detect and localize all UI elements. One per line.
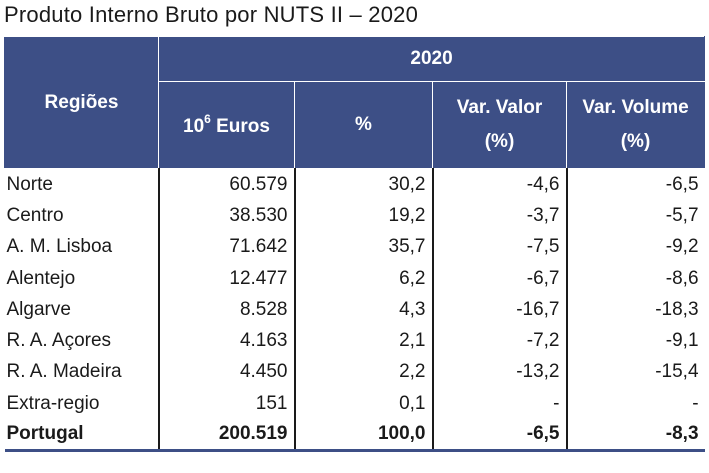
cell-region: R. A. Madeira	[4, 356, 160, 389]
cell-pct: 100,0	[294, 419, 434, 453]
gdp-table: Regiões 2020 106 Euros % Var. Valor (%) V…	[4, 36, 706, 453]
cell-euros: 4.450	[158, 356, 296, 389]
cell-var-valor: -13,2	[432, 356, 568, 389]
cell-region: Centro	[4, 200, 160, 232]
header-var-volume-unit: (%)	[620, 131, 651, 152]
cell-var-valor: -7,5	[432, 231, 568, 263]
header-var-valor-label: Var. Valor	[456, 97, 543, 118]
cell-pct: 19,2	[294, 200, 434, 232]
table-row: A. M. Lisboa 71.642 35,7 -7,5 -9,2	[4, 231, 705, 263]
cell-euros: 12.477	[158, 262, 296, 295]
total-row: Portugal 200.519 100,0 -6,5 -8,3	[4, 419, 705, 453]
cell-var-volume: -15,4	[655, 361, 699, 383]
cell-var-volume: -9,1	[665, 330, 699, 352]
cell-var-valor: -7,2	[432, 325, 568, 357]
header-var-valor: Var. Valor (%)	[432, 81, 567, 169]
cell-region: Portugal	[4, 419, 160, 453]
cell-region: A. M. Lisboa	[4, 231, 160, 263]
table-row: Algarve 8.528 4,3 -16,7 -18,3	[4, 294, 705, 326]
page-title: Produto Interno Bruto por NUTS II – 2020	[4, 2, 419, 27]
cell-region: R. A. Açores	[4, 325, 160, 357]
header-euros: 106 Euros	[158, 81, 295, 169]
cell-var-valor: -16,7	[432, 294, 568, 326]
cell-var-volume: -18,3	[655, 298, 699, 320]
cell-pct: 6,2	[294, 262, 434, 295]
unit-base: 10	[183, 116, 205, 137]
cell-euros: 38.530	[158, 200, 296, 232]
unit-word: Euros	[216, 116, 270, 137]
cell-region: Algarve	[4, 294, 160, 326]
cell-var-volume: -8,6	[665, 267, 699, 289]
table-row: Norte 60.579 30,2 -4,6 -6,5	[4, 168, 705, 201]
table-row: R. A. Madeira 4.450 2,2 -13,2 -15,4	[4, 356, 705, 389]
cell-euros: 200.519	[158, 419, 296, 453]
cell-var-valor: -6,5	[432, 419, 568, 453]
cell-euros: 151	[158, 388, 296, 420]
cell-euros: 60.579	[158, 168, 296, 201]
cell-pct: 35,7	[294, 231, 434, 263]
cell-euros: 71.642	[158, 231, 296, 263]
cell-euros: 8.528	[158, 294, 296, 326]
cell-var-valor: -	[432, 388, 568, 420]
cell-euros: 4.163	[158, 325, 296, 357]
table-row: R. A. Açores 4.163 2,1 -7,2 -9,1	[4, 325, 705, 357]
cell-var-valor: -6,7	[432, 262, 568, 295]
cell-pct: 0,1	[294, 388, 434, 420]
header-var-volume: Var. Volume (%)	[565, 81, 706, 169]
header-regions: Regiões	[4, 36, 159, 169]
cell-var-volume: -	[692, 392, 699, 414]
unit-exponent: 6	[204, 112, 211, 126]
header-var-valor-unit: (%)	[484, 131, 515, 152]
table-body: Norte 60.579 30,2 -4,6 -6,5 Centro 38.530 19,2…	[4, 168, 705, 453]
cell-pct: 2,2	[294, 356, 434, 389]
table-row: Alentejo 12.477 6,2 -6,7 -8,6	[4, 262, 705, 295]
cell-var-volume: -5,7	[665, 204, 699, 226]
cell-var-volume: -6,5	[665, 173, 699, 195]
table-header: Regiões 2020 106 Euros % Var. Valor (%) V…	[4, 36, 706, 169]
cell-region: Norte	[4, 168, 160, 201]
cell-pct: 2,1	[294, 325, 434, 357]
cell-region: Alentejo	[4, 262, 160, 295]
cell-region: Extra-regio	[4, 388, 160, 420]
header-var-volume-label: Var. Volume	[582, 97, 689, 118]
cell-var-volume: -9,2	[665, 236, 699, 258]
table-row: Extra-regio 151 0,1- -	[4, 388, 705, 420]
cell-var-volume: -8,3	[566, 419, 705, 453]
cell-var-valor: -3,7	[432, 200, 568, 232]
cell-pct: 30,2	[294, 168, 434, 201]
header-year: 2020	[157, 36, 706, 82]
cell-var-valor: -4,6	[432, 168, 568, 201]
table-row: Centro 38.530 19,2 -3,7 -5,7	[4, 200, 705, 232]
cell-pct: 4,3	[294, 294, 434, 326]
header-pct: %	[294, 81, 433, 169]
